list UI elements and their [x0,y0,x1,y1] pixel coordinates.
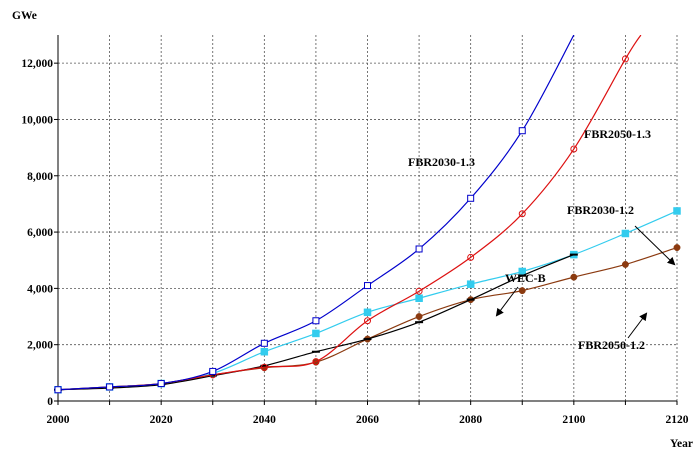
series-fbr2050-1-2 [54,244,681,394]
data-point [467,253,475,261]
leader-arrow [627,312,648,339]
data-point [415,245,423,253]
x-tick-label: 2040 [253,414,276,426]
series-label-wec-b: WEC-B [505,271,546,285]
data-point [415,313,423,320]
x-tick-label: 2120 [666,414,689,426]
data-point [518,127,526,135]
leader-arrow [495,286,519,317]
series-label-fbr2030-1-3: FBR2030-1.3 [408,155,475,169]
data-point [621,261,629,268]
data-point [621,55,629,63]
y-tick-label: 0 [47,396,53,408]
data-point [518,287,526,295]
series-layer [54,35,681,394]
series-label-fbr2050-1-2: FBR2050-1.2 [578,338,645,352]
data-point [570,273,578,281]
y-tick-label: 6,000 [27,227,53,239]
annotations: FBR2030-1.3 FBR2050-1.3 FBR2030-1.2 WEC-B FB… [408,127,676,352]
series-label-fbr2030-1-2: FBR2030-1.2 [567,203,634,217]
y-tick-label: 2,000 [27,340,53,352]
axes [54,35,678,405]
x-tick-label: 2060 [356,414,379,426]
x-axis-title: Year [670,438,693,450]
data-point [364,317,371,325]
data-point [363,308,372,317]
data-point [260,347,269,356]
data-point [312,358,320,366]
y-axis-title: GWe [12,10,37,22]
data-point [415,294,423,302]
data-point [209,367,217,375]
series-fbr2030-1-3 [54,35,575,394]
data-point [312,317,320,325]
series-fbr2050-1-3 [54,35,642,394]
data-point [673,207,681,215]
y-tick-label: 12,000 [21,58,53,70]
tick-labels: 2000 2020 2040 2060 2080 2100 2120 0 2,000 4,000 6… [21,58,688,426]
series-line [58,35,642,391]
data-point [260,363,268,371]
x-tick-label: 2080 [459,414,482,426]
data-point [364,282,371,290]
data-point [106,383,114,391]
x-tick-label: 2000 [47,414,70,426]
y-tick-label: 8,000 [27,171,53,183]
data-point [415,287,423,295]
series-label-fbr2050-1-3: FBR2050-1.3 [584,127,651,141]
data-point [54,386,62,394]
data-point [621,229,630,238]
data-point [518,210,526,218]
data-point [673,244,681,252]
data-point [467,194,475,202]
series-line [58,35,575,391]
data-point [312,329,320,338]
data-point [466,280,475,288]
leader-arrow [634,225,676,266]
y-tick-label: 4,000 [27,283,53,295]
x-tick-label: 2020 [150,414,173,426]
data-point [260,339,268,347]
data-point [157,380,165,388]
y-tick-label: 10,000 [21,114,53,126]
data-point [570,145,578,153]
x-tick-label: 2100 [562,414,585,426]
